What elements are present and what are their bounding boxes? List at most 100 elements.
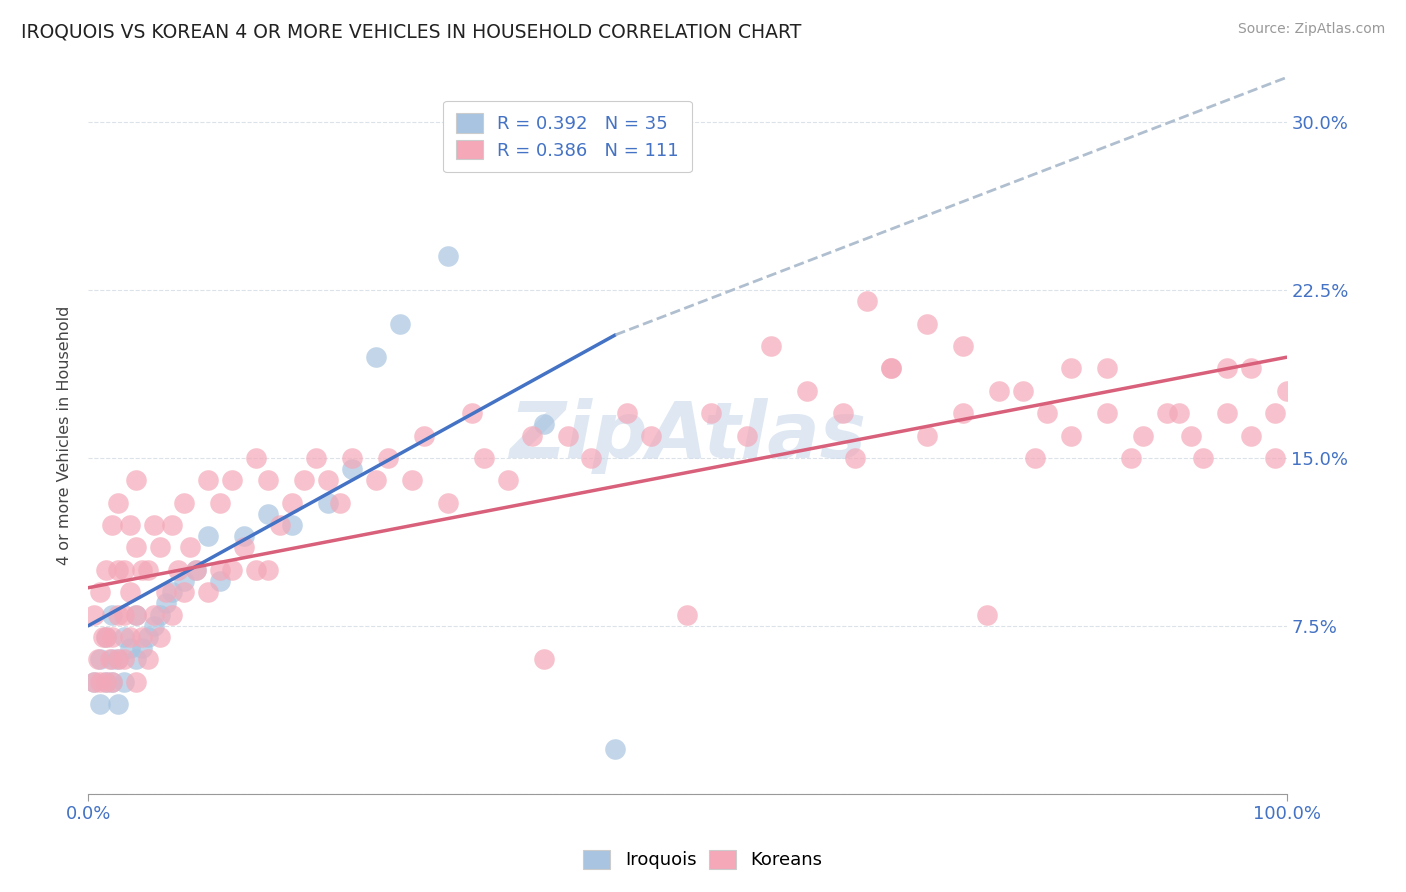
Point [472,450,495,465]
Point [1239,361,1261,376]
Point [120,630,142,644]
Point [149,607,172,622]
Point [233,541,256,555]
Point [281,518,304,533]
Point [131,563,153,577]
Point [412,428,434,442]
Point [94,674,117,689]
Point [1180,428,1202,442]
Point [496,473,519,487]
Point [101,674,124,689]
Point [700,406,723,420]
Point [136,563,159,577]
Point [125,607,148,622]
Point [143,518,166,533]
Point [221,563,243,577]
Point [1215,361,1237,376]
Point [179,541,201,555]
Point [976,607,998,622]
Point [125,674,148,689]
Point [1060,428,1083,442]
Point [364,350,387,364]
Point [257,507,280,521]
Point [98,652,121,666]
Point [94,630,117,644]
Point [101,652,124,666]
Point [112,652,135,666]
Text: IROQUOIS VS KOREAN 4 OR MORE VEHICLES IN HOUSEHOLD CORRELATION CHART: IROQUOIS VS KOREAN 4 OR MORE VEHICLES IN… [21,22,801,41]
Point [125,473,148,487]
Point [737,428,759,442]
Point [245,563,267,577]
Point [155,585,177,599]
Point [377,450,399,465]
Point [1012,384,1035,398]
Point [257,563,280,577]
Point [173,496,195,510]
Point [796,384,818,398]
Point [329,496,352,510]
Point [1167,406,1189,420]
Point [208,496,231,510]
Point [364,473,387,487]
Point [1024,450,1046,465]
Point [197,585,219,599]
Point [915,428,938,442]
Point [1036,406,1059,420]
Point [125,607,148,622]
Point [1132,428,1154,442]
Point [143,607,166,622]
Point [460,406,482,420]
Point [149,541,172,555]
Point [83,607,105,622]
Point [173,585,195,599]
Point [167,563,190,577]
Y-axis label: 4 or more Vehicles in Household: 4 or more Vehicles in Household [58,306,72,566]
Point [89,585,111,599]
Point [94,674,117,689]
Point [101,630,124,644]
Point [388,317,411,331]
Point [640,428,662,442]
Point [197,529,219,543]
Point [340,450,363,465]
Point [1095,406,1118,420]
Point [581,450,603,465]
Point [89,697,111,711]
Point [184,563,207,577]
Point [112,607,135,622]
Point [120,585,142,599]
Point [112,674,135,689]
Point [533,652,555,666]
Point [173,574,195,588]
Point [94,563,117,577]
Point [340,462,363,476]
Point [125,652,148,666]
Point [131,630,153,644]
Point [197,473,219,487]
Point [1264,406,1286,420]
Point [987,384,1010,398]
Point [1191,450,1213,465]
Point [112,630,135,644]
Point [112,563,135,577]
Point [281,496,304,510]
Point [107,697,129,711]
Point [1095,361,1118,376]
Point [107,652,129,666]
Point [880,361,903,376]
Point [305,450,328,465]
Point [107,652,129,666]
Point [160,607,183,622]
Point [401,473,423,487]
Point [257,473,280,487]
Point [1275,384,1298,398]
Point [125,541,148,555]
Point [616,406,638,420]
Point [160,518,183,533]
Point [1215,406,1237,420]
Point [94,630,117,644]
Point [915,317,938,331]
Point [83,674,105,689]
Point [131,641,153,656]
